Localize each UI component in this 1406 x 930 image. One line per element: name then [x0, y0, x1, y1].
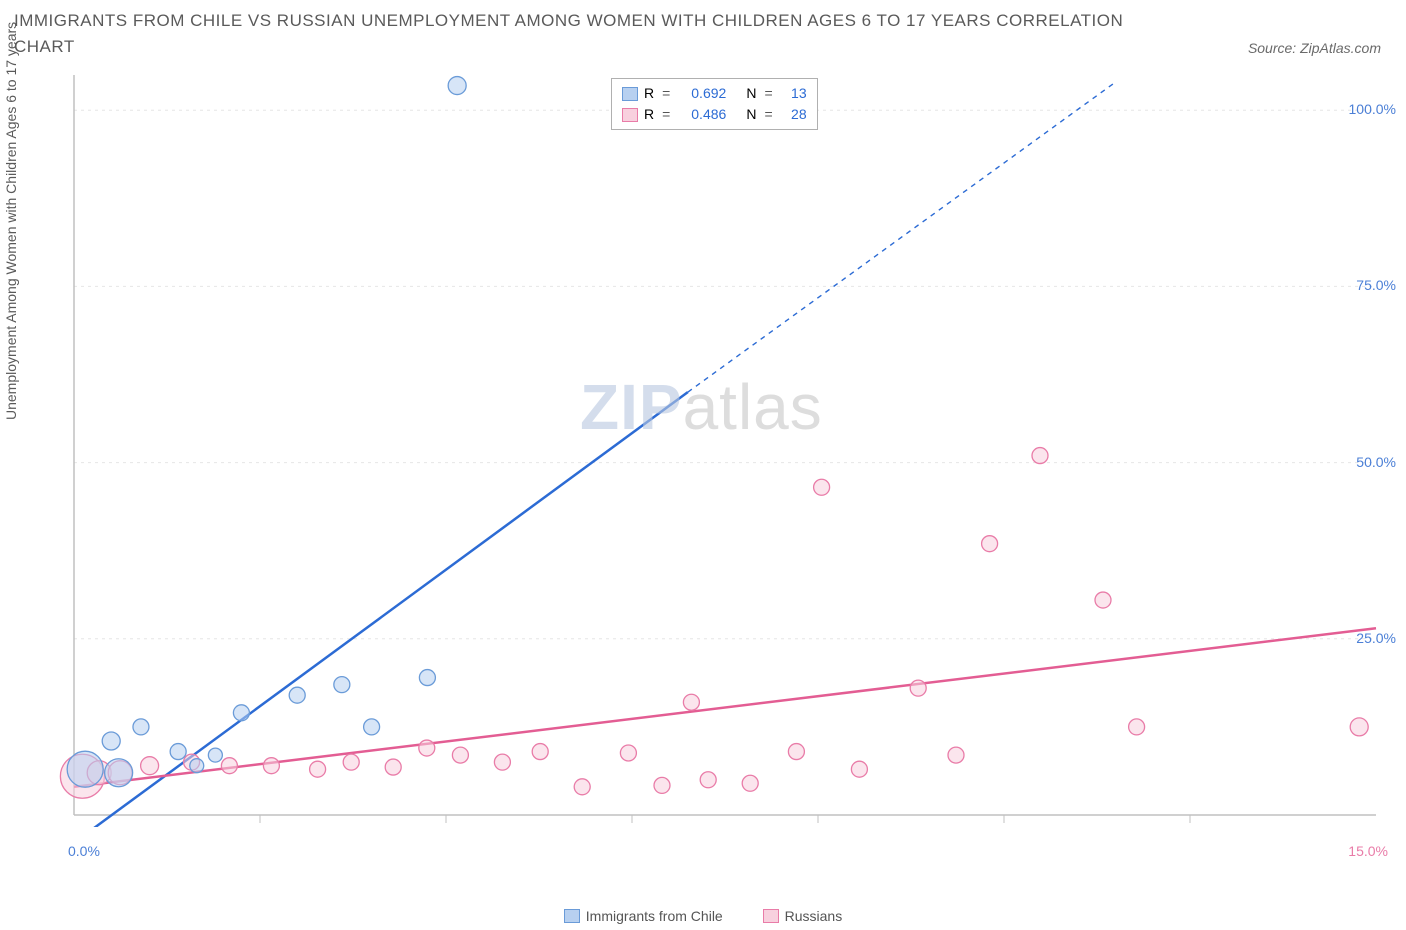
legend-correlation: R = 0.692 N = 13 R = 0.486 N = 28 [611, 78, 818, 130]
n-label: N [746, 104, 756, 125]
scatter-plot [50, 75, 1390, 855]
legend-label-russians: Russians [785, 908, 843, 924]
y-tick-label: 25.0% [1356, 630, 1396, 646]
n-value-russians: 28 [781, 104, 807, 125]
n-label: N [746, 83, 756, 104]
eq-sign: = [764, 83, 772, 104]
eq-sign: = [662, 83, 670, 104]
y-tick-label: 50.0% [1356, 454, 1396, 470]
x-tick-label-pink: 15.0% [1348, 843, 1388, 859]
swatch-chile [622, 87, 638, 101]
swatch-russians [763, 909, 779, 923]
r-label: R [644, 83, 654, 104]
legend-series: Immigrants from Chile Russians [0, 908, 1406, 926]
x-tick-label-blue: 0.0% [68, 843, 100, 859]
r-value-chile: 0.692 [678, 83, 726, 104]
eq-sign: = [662, 104, 670, 125]
legend-item-russians: Russians [763, 908, 843, 924]
legend-row-chile: R = 0.692 N = 13 [622, 83, 807, 104]
swatch-russians [622, 108, 638, 122]
n-value-chile: 13 [781, 83, 807, 104]
y-axis-label: Unemployment Among Women with Children A… [3, 22, 19, 420]
legend-item-chile: Immigrants from Chile [564, 908, 723, 924]
chart-area [50, 75, 1390, 855]
y-tick-label: 100.0% [1349, 101, 1396, 117]
y-tick-label: 75.0% [1356, 277, 1396, 293]
r-label: R [644, 104, 654, 125]
page-title: IMMIGRANTS FROM CHILE VS RUSSIAN UNEMPLO… [14, 8, 1134, 59]
legend-row-russians: R = 0.486 N = 28 [622, 104, 807, 125]
r-value-russians: 0.486 [678, 104, 726, 125]
source-label: Source: ZipAtlas.com [1248, 40, 1381, 56]
legend-label-chile: Immigrants from Chile [586, 908, 723, 924]
eq-sign: = [764, 104, 772, 125]
swatch-chile [564, 909, 580, 923]
